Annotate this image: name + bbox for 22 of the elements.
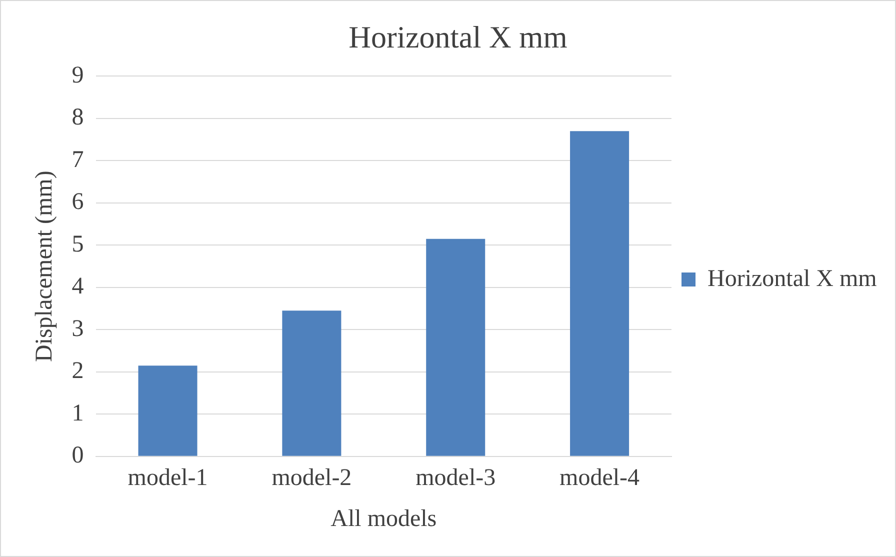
legend-label: Horizontal X mm <box>708 266 878 292</box>
y-axis-title: Displacement (mm) <box>32 170 58 362</box>
y-tick-label: 6 <box>72 189 84 216</box>
y-tick-label: 2 <box>72 358 84 384</box>
y-tick-label: 9 <box>72 62 84 88</box>
x-tick-label: model-1 <box>128 465 208 492</box>
x-tick-label: model-2 <box>272 465 352 492</box>
y-tick-label: 7 <box>72 146 84 173</box>
x-tick-label: model-3 <box>416 465 496 492</box>
bar <box>570 131 630 456</box>
bar <box>138 366 198 456</box>
y-tick-label: 5 <box>72 231 84 258</box>
x-tick-label: model-4 <box>560 465 640 492</box>
x-axis-title: All models <box>330 506 437 532</box>
y-tick-label: 8 <box>72 104 84 131</box>
y-tick-label: 0 <box>72 442 84 469</box>
bar <box>282 310 342 456</box>
chart-title: Horizontal X mm <box>348 20 568 55</box>
y-tick-label: 3 <box>72 316 84 342</box>
bar <box>426 238 486 456</box>
y-tick-label: 1 <box>72 400 84 426</box>
y-tick-label: 4 <box>72 274 84 300</box>
